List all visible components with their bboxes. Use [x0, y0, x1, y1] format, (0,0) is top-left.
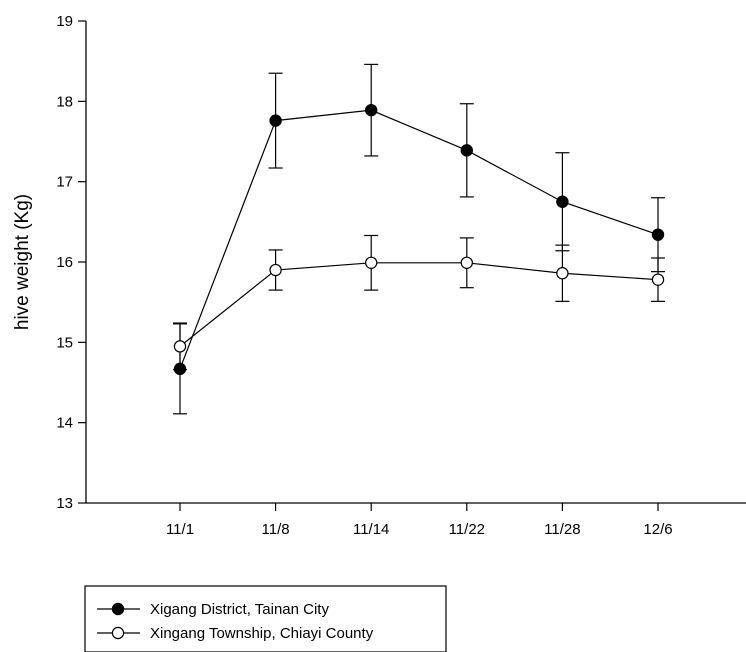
legend-open-marker — [111, 626, 125, 640]
y-tick-label: 17 — [56, 174, 73, 191]
x-tick-label: 11/14 — [353, 521, 389, 538]
series-2 — [173, 234, 665, 371]
data-point — [460, 256, 473, 270]
y-tick-label: 16 — [56, 254, 73, 271]
series-line — [179, 262, 659, 347]
y-tick-label: 14 — [56, 415, 73, 432]
y-tick-label: 15 — [56, 334, 73, 351]
y-tick-label: 18 — [56, 93, 73, 110]
data-point — [651, 228, 665, 241]
data-point — [365, 256, 378, 270]
y-tick-label: 19 — [56, 13, 73, 30]
data-point — [556, 267, 569, 280]
series-1 — [173, 63, 665, 415]
legend-label: Xingang Township, Chiayi County — [150, 625, 374, 642]
x-axis: 11/1 11/8 11/14 11/22 11/28 12/6 — [166, 503, 673, 538]
series-layer — [173, 63, 665, 415]
plot-frame — [85, 21, 746, 504]
x-tick-label: 11/8 — [262, 521, 290, 538]
legend-label: Xigang District, Tainan City — [150, 601, 329, 618]
legend-box — [84, 585, 447, 652]
series-line — [179, 109, 659, 370]
x-tick-label: 12/6 — [643, 521, 672, 538]
x-tick-label: 11/28 — [544, 521, 580, 538]
legend-filled-marker — [111, 602, 125, 616]
y-axis: 13 14 15 16 17 18 19 — [56, 13, 86, 512]
y-axis-title: hive weight (Kg) — [12, 194, 33, 330]
x-tick-label: 11/1 — [166, 521, 194, 538]
x-tick-label: 11/22 — [449, 521, 485, 538]
legend: Xigang District, Tainan City Xingang Town… — [84, 585, 447, 652]
data-point — [460, 144, 473, 157]
data-point — [556, 195, 569, 208]
data-point — [269, 263, 282, 277]
data-point — [173, 340, 187, 353]
data-point — [365, 103, 378, 117]
data-point — [269, 114, 282, 127]
y-tick-label: 13 — [56, 495, 73, 512]
data-point — [651, 273, 665, 286]
